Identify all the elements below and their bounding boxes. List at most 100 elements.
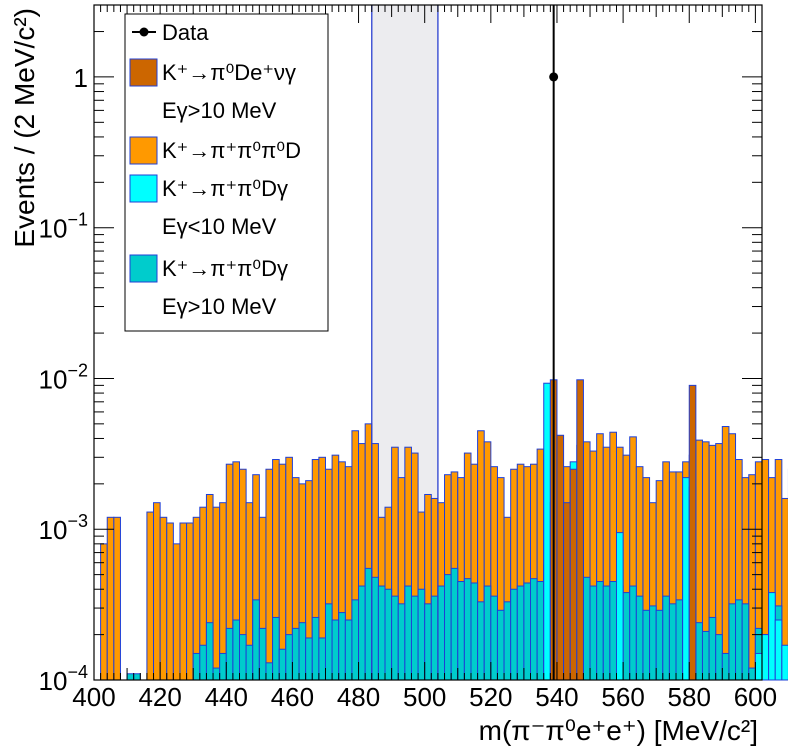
data-point bbox=[549, 72, 559, 82]
k2pig_high-bar bbox=[503, 601, 512, 681]
k2pig_high-bar bbox=[199, 644, 207, 681]
k2pig_high-bar bbox=[205, 622, 214, 681]
k3pi-bar bbox=[278, 463, 287, 681]
x-tick-label: 540 bbox=[535, 682, 578, 712]
k2pig_high-bar bbox=[430, 595, 439, 681]
k2pig_high-bar bbox=[437, 585, 446, 681]
y-tick-label: 10−1 bbox=[39, 210, 88, 244]
legend-sublabel-ke3g: Eγ>10 MeV bbox=[162, 98, 277, 123]
k2pig_high-bar bbox=[649, 605, 657, 681]
x-tick-label: 500 bbox=[403, 682, 446, 712]
x-tick-label: 480 bbox=[337, 682, 380, 712]
k2pig_high-bar bbox=[675, 599, 684, 681]
k2pig_high-bar bbox=[318, 637, 326, 681]
k2pig_high-bar bbox=[377, 585, 386, 681]
k2pig_high-bar bbox=[351, 599, 360, 681]
x-tick-label: 560 bbox=[601, 682, 644, 712]
k2pig_high-bar bbox=[602, 585, 611, 681]
x-tick-label: 460 bbox=[271, 682, 314, 712]
legend-label-k2pig_low: K⁺→π⁺π⁰Dγ bbox=[162, 176, 288, 201]
k3pi-bar bbox=[721, 426, 730, 681]
k2pig_high-bar bbox=[410, 595, 419, 681]
k2pig_high-bar bbox=[728, 603, 737, 681]
k2pig_high-bar bbox=[470, 582, 479, 681]
k2pig_low-bar bbox=[768, 592, 776, 681]
histogram-bars bbox=[100, 379, 788, 681]
k2pig_high-bar bbox=[490, 595, 498, 681]
k2pig_high-bar bbox=[609, 581, 617, 681]
k2pig_high-bar bbox=[265, 662, 274, 681]
k3pi-bar bbox=[113, 516, 121, 681]
axis-ticks bbox=[93, 4, 763, 681]
k3pi-bar bbox=[748, 474, 756, 681]
x-tick-label: 440 bbox=[205, 682, 248, 712]
x-tick-label: 580 bbox=[668, 682, 711, 712]
x-tick-labels: 400 420 440 460 480 500 520 540 560 580 600 bbox=[72, 682, 777, 712]
k2pig_high-bar bbox=[424, 603, 432, 681]
k2pig_high-bar bbox=[245, 644, 254, 681]
k2pig_high-bar bbox=[629, 585, 637, 681]
y-tick-labels: 10−4 10−3 10−2 10−1 1 bbox=[39, 63, 88, 696]
k2pig_high-bar bbox=[483, 585, 492, 681]
y-tick-label: 10−2 bbox=[39, 360, 88, 394]
legend-swatch-k2pig_low bbox=[129, 174, 158, 203]
legend-label-k2pig_high: K⁺→π⁺π⁰Dγ bbox=[162, 256, 288, 281]
k2pig_high-bar bbox=[655, 609, 664, 681]
k2pig_high-bar bbox=[384, 588, 393, 681]
k2pig_high-bar bbox=[721, 652, 730, 681]
legend-swatch-k2pig_high bbox=[129, 254, 158, 283]
k2pig_high-bar bbox=[232, 619, 241, 681]
k2pig_high-bar bbox=[331, 619, 340, 681]
k2pig_high-bar bbox=[668, 603, 677, 681]
k2pig_low-bar bbox=[682, 477, 690, 681]
ke3g-bar bbox=[569, 468, 578, 681]
y-tick-label: 1 bbox=[74, 63, 88, 93]
k3pi-bar bbox=[166, 522, 174, 681]
k2pig_high-bar bbox=[477, 601, 485, 681]
legend-label-k3pi: K⁺→π⁺π⁰π⁰D bbox=[162, 138, 301, 163]
k2pig_high-bar bbox=[715, 634, 723, 681]
k2pig_high-bar bbox=[496, 609, 505, 681]
k2pig_high-bar bbox=[225, 627, 234, 681]
k2pig_high-bar bbox=[642, 609, 651, 681]
k3pi-bar bbox=[153, 502, 161, 681]
x-tick-label: 520 bbox=[469, 682, 512, 712]
k2pig_high-bar bbox=[635, 595, 644, 681]
x-axis-title: m(π⁻π⁰e⁺e⁺) [MeV/c²] bbox=[479, 715, 758, 746]
k3pi-bar bbox=[159, 516, 168, 681]
k3pi-bar bbox=[100, 543, 108, 681]
k2pig_high-bar bbox=[126, 673, 135, 681]
k2pig_high-bar bbox=[324, 603, 333, 681]
k2pig_low-bar bbox=[754, 652, 763, 681]
k2pig_high-bar bbox=[291, 627, 300, 681]
k2pig_high-bar bbox=[523, 582, 532, 681]
ke3g-bar bbox=[576, 379, 584, 681]
legend-swatch-ke3g bbox=[129, 58, 158, 87]
k2pig_high-bar bbox=[404, 585, 412, 681]
k2pig_high-bar bbox=[298, 622, 307, 681]
k2pig_high-bar bbox=[252, 599, 260, 681]
plot-frame bbox=[93, 4, 763, 681]
k2pig_low-bar bbox=[615, 532, 624, 681]
k2pig_high-bar bbox=[536, 581, 545, 681]
k2pig_high-bar bbox=[450, 567, 459, 681]
x-tick-label: 600 bbox=[734, 682, 777, 712]
k2pig_high-bar bbox=[662, 595, 670, 681]
k2pig_high-bar bbox=[622, 592, 631, 681]
k2pig_low-bar bbox=[543, 382, 551, 681]
k2pig_high-bar bbox=[695, 622, 703, 681]
k2pig_high-bar bbox=[133, 673, 141, 681]
k2pig_high-bar bbox=[735, 599, 743, 681]
ke3g-bar bbox=[688, 384, 697, 681]
k2pig_high-bar bbox=[417, 588, 426, 681]
k3pi-bar bbox=[172, 543, 181, 681]
data-points bbox=[549, 5, 559, 680]
k2pig_high-bar bbox=[510, 588, 518, 681]
legend-box bbox=[124, 13, 329, 332]
y-tick-label: 10−4 bbox=[39, 662, 88, 696]
k2pig_high-bar bbox=[258, 627, 267, 681]
k3pi-bar bbox=[146, 511, 155, 681]
k3pi-bar bbox=[212, 506, 221, 681]
legend: Data K⁺→π⁰De⁺νγ Eγ>10 MeV K⁺→π⁺π⁰π⁰D K⁺→π⁺π⁰… bbox=[124, 13, 329, 332]
